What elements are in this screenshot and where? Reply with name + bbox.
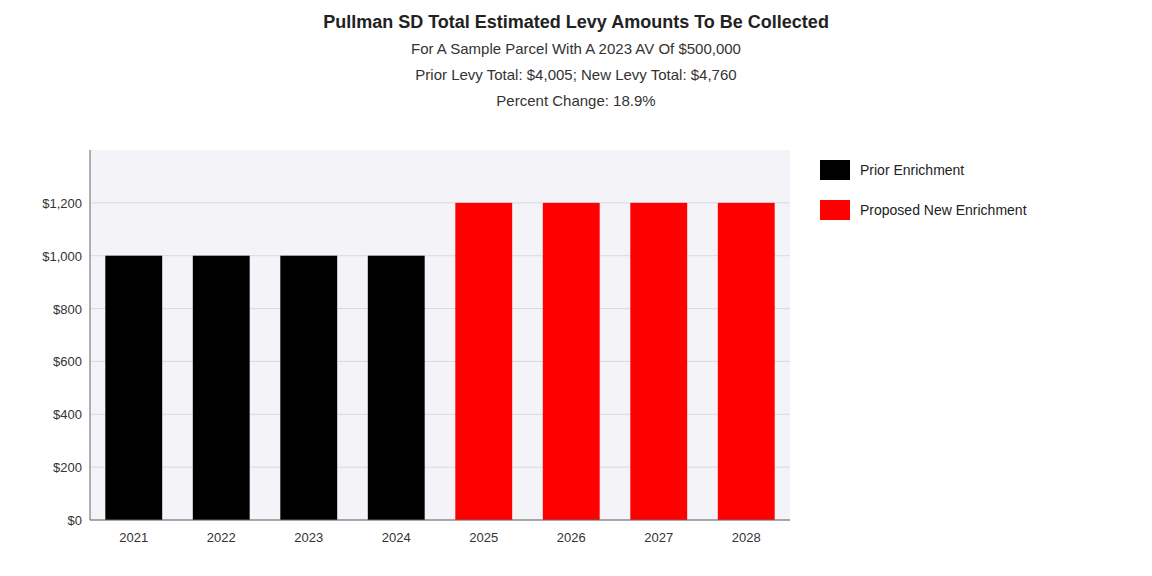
bar	[368, 256, 425, 520]
chart: Pullman SD Total Estimated Levy Amounts …	[0, 0, 1152, 576]
y-tick-label: $0	[68, 513, 82, 528]
y-tick-label: $600	[53, 354, 82, 369]
subtitle: For A Sample Parcel With A 2023 AV Of $5…	[411, 40, 741, 57]
x-tick-label: 2024	[382, 530, 411, 545]
x-tick-label: 2027	[644, 530, 673, 545]
x-tick-label: 2023	[294, 530, 323, 545]
y-tick-label: $200	[53, 460, 82, 475]
bar	[630, 203, 687, 520]
grid-line	[90, 520, 790, 521]
subtitle: Percent Change: 18.9%	[496, 92, 655, 109]
bar	[718, 203, 775, 520]
subtitle: Prior Levy Total: $4,005; New Levy Total…	[415, 66, 736, 83]
title: Pullman SD Total Estimated Levy Amounts …	[323, 12, 829, 32]
x-tick-label: 2021	[119, 530, 148, 545]
bar	[105, 256, 162, 520]
bar	[193, 256, 250, 520]
bar	[280, 256, 337, 520]
legend-swatch	[820, 160, 850, 180]
y-tick-label: $1,200	[42, 196, 82, 211]
legend-label: Prior Enrichment	[860, 162, 964, 178]
bar	[455, 203, 512, 520]
x-tick-label: 2028	[732, 530, 761, 545]
x-tick-label: 2026	[557, 530, 586, 545]
plot-background	[90, 150, 790, 520]
x-tick-label: 2022	[207, 530, 236, 545]
y-axis-line	[90, 150, 91, 520]
y-tick-label: $400	[53, 407, 82, 422]
x-axis-line	[90, 520, 790, 521]
legend-swatch	[820, 200, 850, 220]
y-tick-label: $800	[53, 302, 82, 317]
y-tick-label: $1,000	[42, 249, 82, 264]
bars	[105, 203, 774, 520]
bar	[543, 203, 600, 520]
legend-label: Proposed New Enrichment	[860, 202, 1027, 218]
x-tick-label: 2025	[469, 530, 498, 545]
